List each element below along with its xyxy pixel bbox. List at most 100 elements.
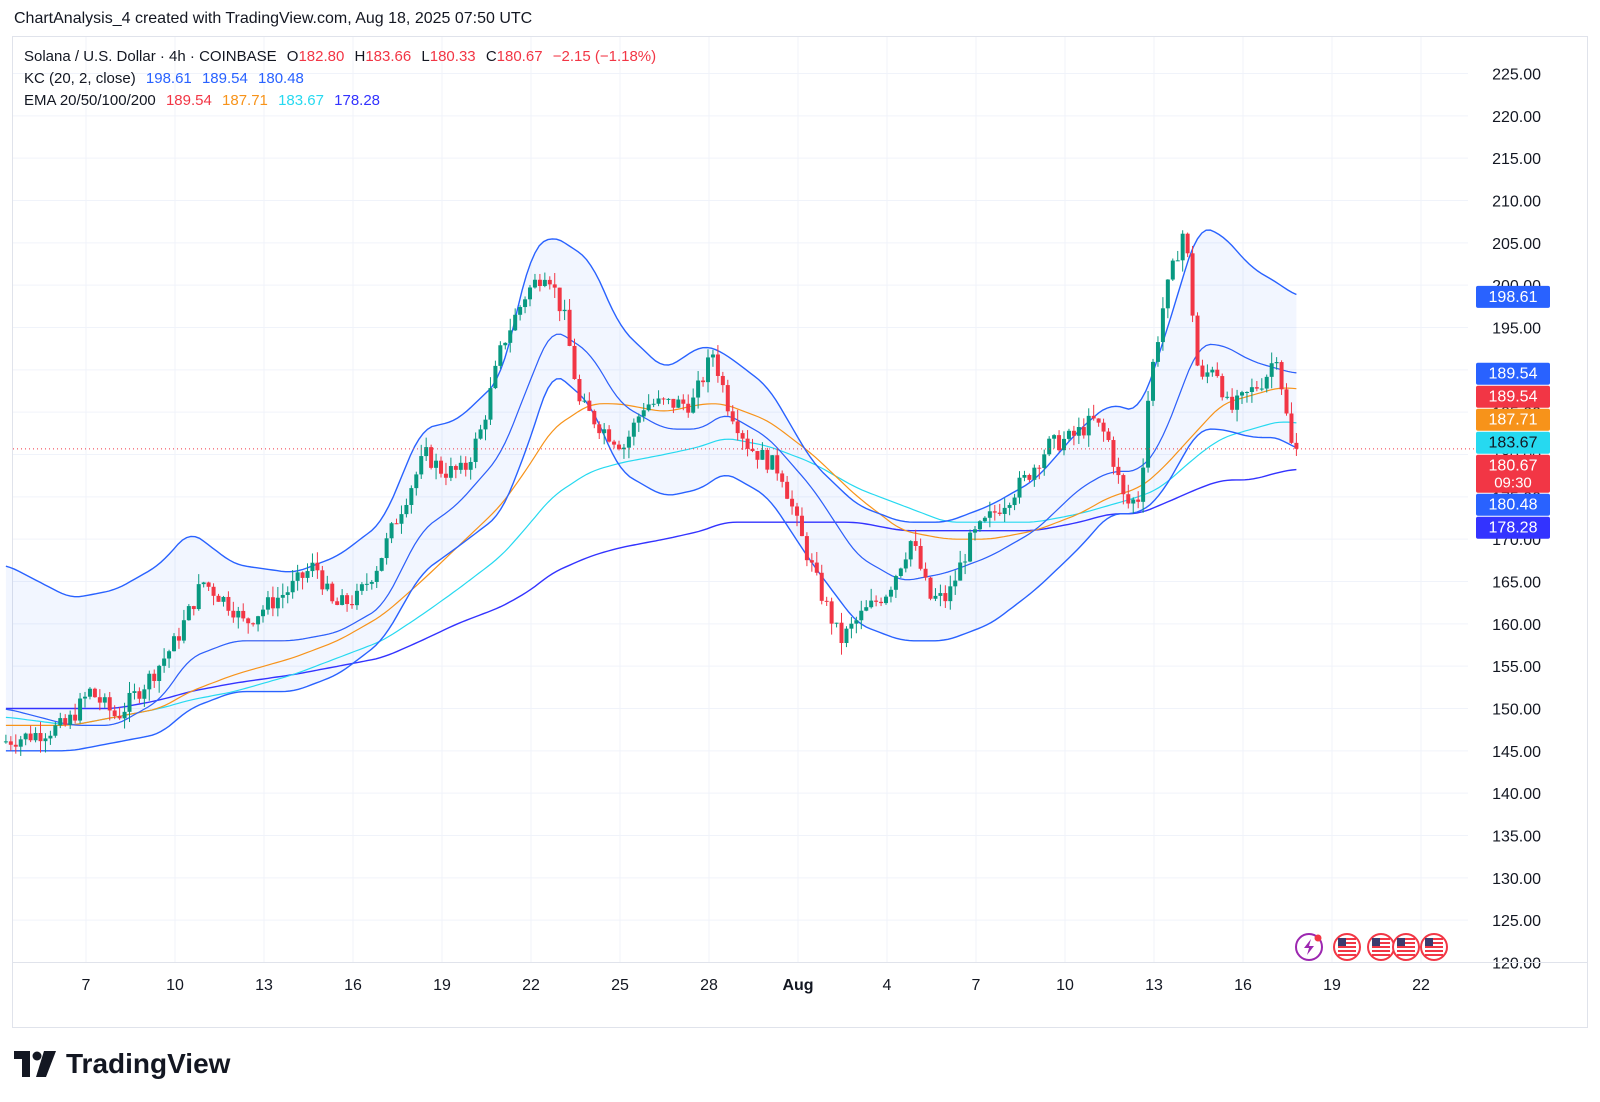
candle-body (325, 583, 330, 590)
us-flag-icon[interactable] (1367, 933, 1395, 961)
ohlc-close-label: C (485, 48, 497, 65)
candle-body (1269, 363, 1274, 377)
candle-body (918, 545, 923, 569)
candle-body (750, 448, 755, 452)
candle-body (359, 584, 364, 591)
candle-body (790, 498, 795, 507)
candle-body (191, 606, 196, 610)
candle-body (592, 410, 597, 425)
y-tick-label: 125.00 (1492, 913, 1541, 930)
kc-upper-value: 198.61 (145, 70, 192, 87)
candle-body (725, 385, 730, 412)
candle-body (1037, 467, 1042, 469)
candle-body (542, 279, 547, 287)
candle-body (320, 570, 325, 590)
ohlc-close: C180.67 (486, 48, 543, 65)
kc-label[interactable]: KC (20, 2, close) (24, 70, 136, 87)
candle-body (295, 572, 300, 581)
lightning-icon[interactable] (1295, 933, 1323, 961)
price-tag: 178.28 (1476, 516, 1550, 539)
candle-body (1200, 365, 1205, 377)
price-tag-bg (1476, 385, 1550, 408)
candle-body (300, 572, 305, 578)
price-tag-bg (1476, 408, 1550, 431)
candle-body (68, 714, 73, 725)
x-tick-label: 10 (166, 977, 184, 994)
ohlc-low-label: L (421, 48, 430, 65)
candle-body (839, 622, 844, 644)
candle-body (691, 397, 696, 413)
candle-body (78, 698, 83, 721)
candle-body (102, 697, 107, 703)
x-tick-label: 28 (700, 977, 718, 994)
candle-body (1254, 387, 1259, 389)
candle-body (1022, 474, 1027, 478)
candle-body (1047, 438, 1052, 455)
candle-body (157, 665, 162, 681)
candle-body (1136, 499, 1141, 502)
series-line-ema-50 (5, 387, 1297, 726)
candle-body (345, 595, 350, 605)
candle-body (241, 610, 246, 619)
x-tick-label: 25 (611, 977, 629, 994)
us-flag-icon[interactable] (1392, 933, 1420, 961)
candle-body (1185, 233, 1190, 254)
candle-body (537, 279, 542, 287)
candle-body (710, 354, 715, 358)
us-flag-icon[interactable] (1420, 933, 1448, 961)
candle-body (468, 461, 473, 470)
candle-body (1279, 362, 1284, 390)
candle-body (256, 616, 261, 625)
candle-body (83, 696, 88, 699)
candle-body (439, 460, 444, 474)
candle-body (903, 559, 908, 569)
symbol-label[interactable]: Solana / U.S. Dollar · 4h · COINBASE (24, 48, 277, 65)
price-tag: 189.54 (1476, 362, 1550, 385)
candle-body (1289, 413, 1294, 443)
candle-body (305, 571, 310, 578)
candle-body (834, 622, 839, 624)
candle-body (819, 572, 824, 601)
price-tag-bg (1476, 431, 1550, 454)
candle-body (275, 597, 280, 609)
candle-body (760, 449, 765, 460)
us-flag-icon[interactable] (1333, 933, 1361, 961)
price-tag-bg (1476, 454, 1550, 493)
candle-body (3, 741, 8, 743)
candle-body (696, 380, 701, 398)
price-tag-label: 183.67 (1489, 435, 1538, 452)
price-tag-label: 189.54 (1489, 389, 1538, 406)
chart-frame (12, 36, 1588, 1028)
y-tick-label: 130.00 (1492, 871, 1541, 888)
candle-body (1160, 308, 1165, 343)
tradingview-logo[interactable]: TradingView (14, 1048, 230, 1080)
candle-body (478, 429, 483, 439)
candle-body (1081, 427, 1086, 436)
candle-body (958, 562, 963, 581)
ohlc-open: O182.80 (287, 48, 345, 65)
ohlc-close-value: 180.67 (496, 48, 543, 65)
y-tick-label: 225.00 (1492, 67, 1541, 84)
candle-body (715, 354, 720, 376)
price-tag: 183.67 (1476, 431, 1550, 454)
candle-body (1017, 477, 1022, 498)
ema200-value: 178.28 (334, 92, 381, 109)
ema-label[interactable]: EMA 20/50/100/200 (24, 92, 156, 109)
candle-body (236, 610, 241, 618)
candle-body (646, 404, 651, 411)
candle-body (953, 580, 958, 587)
candle-body (631, 422, 636, 437)
candle-body (1205, 372, 1210, 377)
candle-body (780, 473, 785, 482)
ohlc-open-value: 182.80 (298, 48, 345, 65)
candle-body (1131, 499, 1136, 504)
candle-body (987, 511, 992, 518)
candle-body (181, 620, 186, 641)
candle-body (982, 517, 987, 522)
candle-body (493, 365, 498, 389)
series-line-kc-upper (5, 229, 1297, 598)
candle-body (290, 580, 295, 593)
candle-body (701, 380, 706, 383)
candle-body (621, 447, 626, 450)
